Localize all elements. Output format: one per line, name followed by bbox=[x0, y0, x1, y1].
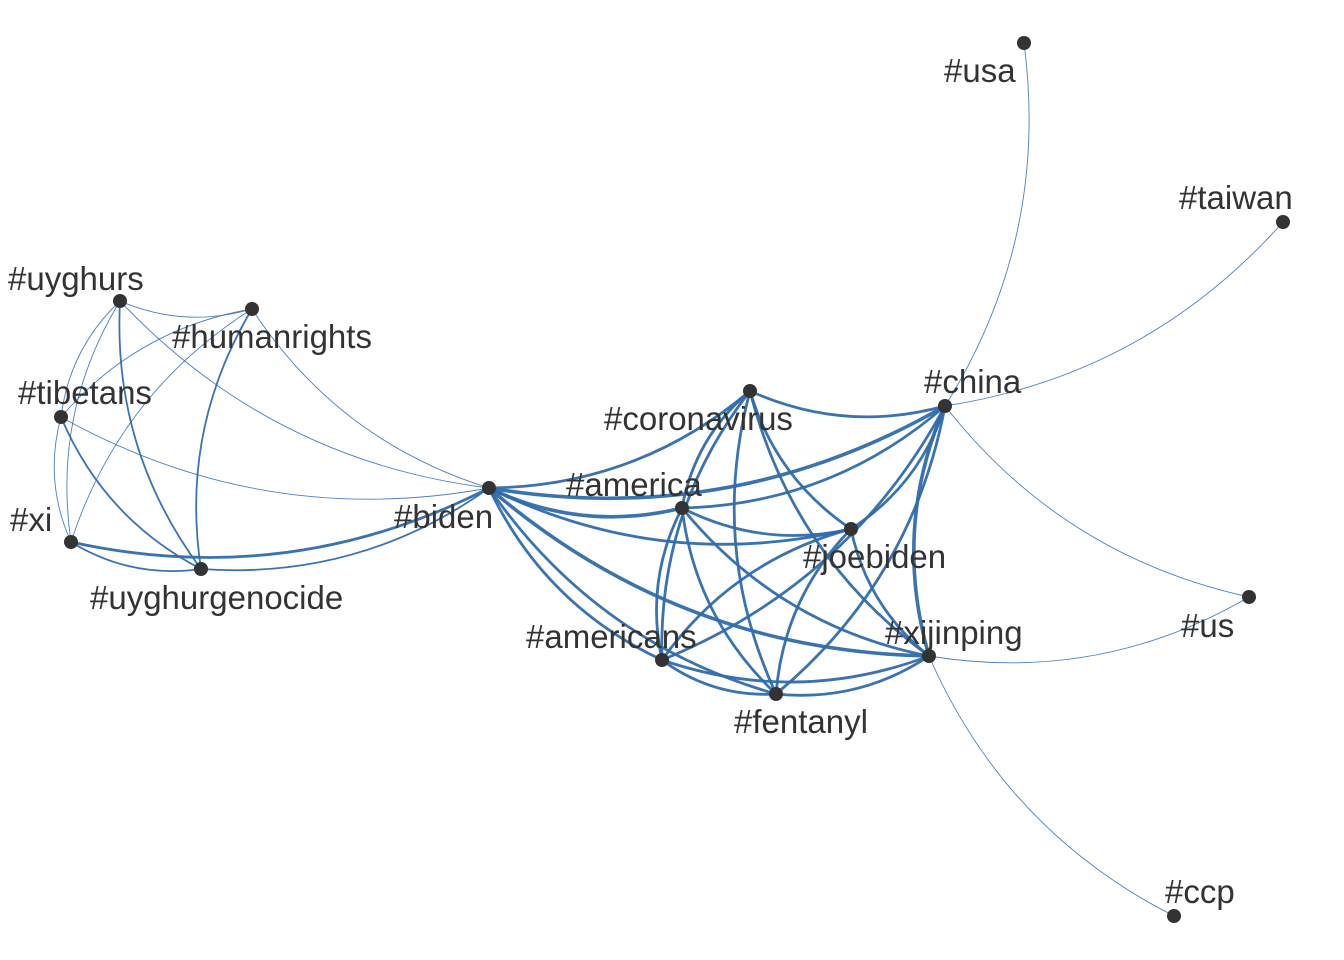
edge-fentanyl-xijinping bbox=[774, 654, 931, 697]
node-ccp bbox=[1167, 909, 1181, 923]
node-xi bbox=[64, 535, 78, 549]
edge-biden-coronavirus bbox=[487, 389, 752, 490]
node-label-china: #china bbox=[924, 363, 1022, 400]
node-taiwan bbox=[1276, 215, 1290, 229]
edge-tibetans-biden bbox=[60, 416, 490, 500]
edge-humanrights-uyghurgenocide bbox=[195, 308, 253, 570]
edge-america-china bbox=[680, 404, 947, 510]
node-label-humanrights: #humanrights bbox=[172, 318, 372, 355]
node-uyghurgenocide bbox=[194, 562, 208, 576]
node-fentanyl bbox=[769, 687, 783, 701]
edge-humanrights-biden bbox=[251, 308, 490, 489]
node-label-us: #us bbox=[1181, 607, 1234, 644]
edge-uyghurs-biden bbox=[119, 300, 490, 489]
edge-china-us bbox=[944, 405, 1250, 598]
edge-china-taiwan bbox=[944, 221, 1284, 407]
edge-humanrights-tibetans bbox=[60, 308, 253, 418]
edge-americans-fentanyl bbox=[660, 658, 778, 696]
node-label-uyghurs: #uyghurs bbox=[8, 260, 144, 297]
node-america bbox=[675, 501, 689, 515]
node-label-taiwan: #taiwan bbox=[1179, 179, 1293, 216]
node-label-biden: #biden bbox=[394, 498, 493, 535]
edge-biden-joebiden bbox=[487, 486, 853, 546]
node-china bbox=[938, 399, 952, 413]
edge-america-fentanyl bbox=[680, 506, 778, 696]
node-us bbox=[1242, 590, 1256, 604]
node-xijinping bbox=[922, 649, 936, 663]
node-label-xijinping: #xijinping bbox=[885, 614, 1023, 651]
edge-joebiden-americans bbox=[660, 527, 853, 662]
edge-tibetans-uyghurgenocide bbox=[60, 416, 202, 570]
edge-uyghurs-uyghurgenocide bbox=[118, 300, 202, 570]
node-label-ccp: #ccp bbox=[1165, 873, 1235, 910]
node-label-fentanyl: #fentanyl bbox=[734, 703, 868, 740]
node-coronavirus bbox=[743, 384, 757, 398]
edge-uyghurs-humanrights bbox=[119, 300, 253, 318]
edge-america-americans bbox=[655, 506, 684, 662]
edge-joebiden-xijinping bbox=[849, 527, 931, 658]
edge-layer bbox=[53, 42, 1284, 917]
node-label-tibetans: #tibetans bbox=[18, 374, 152, 411]
edge-coronavirus-china bbox=[748, 389, 947, 419]
edge-xijinping-us bbox=[928, 596, 1250, 664]
node-label-coronavirus: #coronavirus bbox=[604, 400, 793, 437]
node-layer bbox=[54, 36, 1290, 923]
node-label-uyghurgenocide: #uyghurgenocide bbox=[90, 579, 343, 616]
edge-americans-china bbox=[660, 404, 947, 662]
node-label-america: #america bbox=[566, 466, 702, 503]
node-humanrights bbox=[245, 302, 259, 316]
edge-coronavirus-america bbox=[680, 389, 752, 510]
edge-biden-china bbox=[487, 404, 947, 500]
edge-tibetans-xi bbox=[53, 416, 72, 543]
edge-uyghurs-tibetans bbox=[60, 300, 121, 418]
edge-coronavirus-americans bbox=[660, 389, 752, 662]
edge-coronavirus-fentanyl bbox=[732, 389, 778, 696]
edge-joebiden-fentanyl bbox=[774, 527, 853, 696]
node-label-usa: #usa bbox=[944, 52, 1016, 89]
edge-biden-americans bbox=[487, 486, 664, 662]
node-usa bbox=[1017, 36, 1031, 50]
edge-biden-xijinping bbox=[487, 486, 931, 658]
edge-america-joebiden bbox=[680, 506, 853, 537]
node-label-americans: #americans bbox=[526, 618, 697, 655]
node-label-joebiden: #joebiden bbox=[803, 538, 946, 575]
edge-china-usa bbox=[944, 42, 1030, 407]
node-label-xi: #xi bbox=[10, 501, 52, 538]
edge-xi-uyghurgenocide bbox=[70, 541, 202, 572]
node-joebiden bbox=[844, 522, 858, 536]
edge-america-xijinping bbox=[680, 506, 931, 658]
edge-fentanyl-china bbox=[774, 404, 947, 696]
edge-humanrights-xi bbox=[70, 308, 253, 543]
edge-uyghurs-xi bbox=[66, 300, 121, 543]
node-biden bbox=[482, 481, 496, 495]
edge-xi-biden bbox=[69, 486, 491, 559]
node-tibetans bbox=[54, 410, 68, 424]
edge-xijinping-ccp bbox=[928, 655, 1175, 917]
edge-uyghurgenocide-biden bbox=[200, 487, 490, 572]
label-layer: #uyghurs #humanrights #tibetans #xi #uyghurg… bbox=[8, 52, 1293, 910]
node-uyghurs bbox=[113, 294, 127, 308]
edge-china-xijinping bbox=[911, 404, 947, 658]
node-americans bbox=[655, 653, 669, 667]
edge-americans-xijinping bbox=[660, 654, 931, 684]
